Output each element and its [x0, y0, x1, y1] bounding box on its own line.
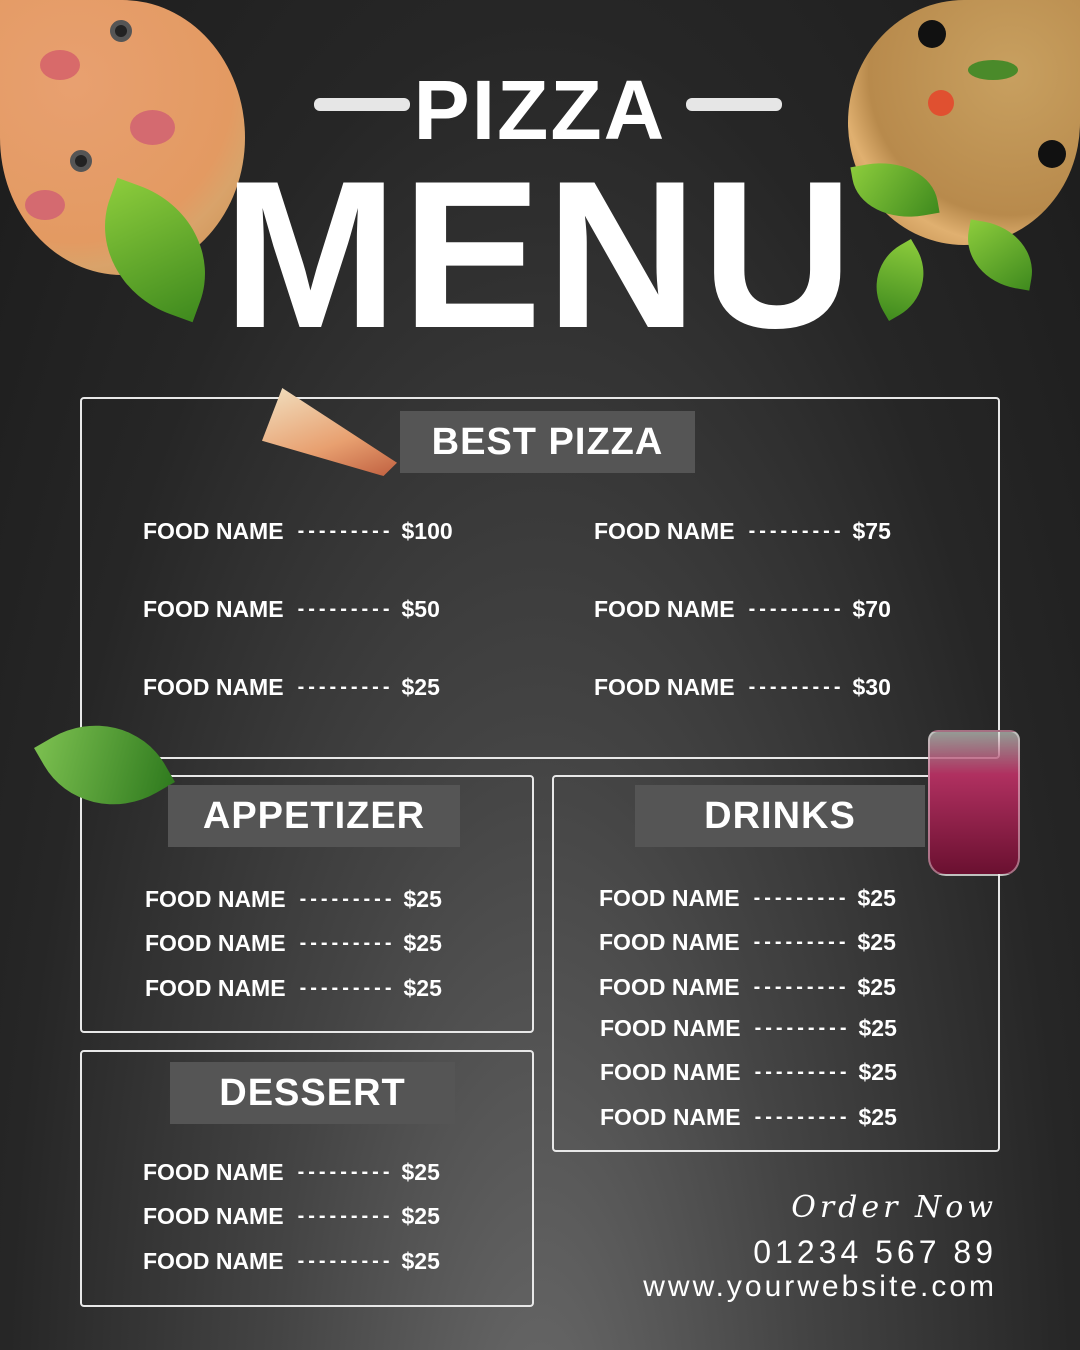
drinks-section: [552, 775, 1000, 1152]
menu-item: FOOD NAME --------- $25: [145, 975, 442, 1001]
dessert-banner: DESSERT: [170, 1062, 455, 1124]
menu-item: FOOD NAME --------- $25: [599, 974, 896, 1000]
menu-item: FOOD NAME --------- $70: [594, 596, 891, 622]
menu-item: FOOD NAME --------- $50: [143, 596, 440, 622]
best-pizza-section: [80, 397, 1000, 759]
drink-jar-image: [928, 730, 1020, 876]
title-pizza: PIZZA: [413, 63, 667, 157]
menu-item: FOOD NAME --------- $25: [600, 1104, 897, 1130]
phone-number: 01234 567 89: [753, 1234, 997, 1270]
menu-item: FOOD NAME --------- $25: [143, 1159, 440, 1185]
menu-item: FOOD NAME --------- $25: [143, 1248, 440, 1274]
menu-item: FOOD NAME --------- $25: [145, 930, 442, 956]
best-pizza-banner: BEST PIZZA: [400, 411, 695, 473]
menu-item: FOOD NAME --------- $25: [145, 886, 442, 912]
menu-item: FOOD NAME --------- $25: [143, 674, 440, 700]
appetizer-banner: APPETIZER: [168, 785, 460, 847]
order-now-label: Order Now: [791, 1190, 997, 1225]
menu-item: FOOD NAME --------- $25: [599, 929, 896, 955]
menu-item: FOOD NAME --------- $25: [600, 1015, 897, 1041]
title-menu: MENU: [222, 137, 858, 372]
website-link[interactable]: www.yourwebsite.com: [643, 1270, 997, 1303]
menu-item: FOOD NAME --------- $100: [143, 518, 453, 544]
menu-item: FOOD NAME --------- $30: [594, 674, 891, 700]
appetizer-section: [80, 775, 534, 1033]
menu-item: FOOD NAME --------- $25: [600, 1059, 897, 1085]
title-line-right: [686, 98, 782, 111]
drinks-banner: DRINKS: [635, 785, 925, 847]
dessert-section: [80, 1050, 534, 1307]
title-line-left: [314, 98, 410, 111]
menu-item: FOOD NAME --------- $25: [599, 885, 896, 911]
menu-item: FOOD NAME --------- $75: [594, 518, 891, 544]
menu-item: FOOD NAME --------- $25: [143, 1203, 440, 1229]
